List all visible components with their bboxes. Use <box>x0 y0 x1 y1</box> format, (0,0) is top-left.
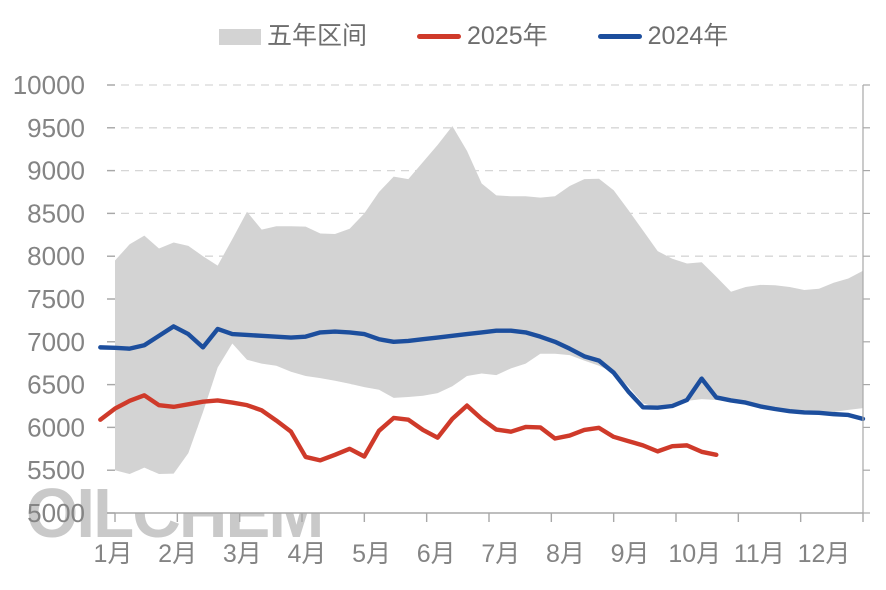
y-tick-label-5500: 5500 <box>27 455 85 485</box>
x-tick-label-8: 8月 <box>546 540 585 568</box>
line-2024 <box>98 324 866 422</box>
band-underlay <box>115 343 863 513</box>
y-tick-label-6000: 6000 <box>27 412 85 442</box>
y-tick-label-10000: 10000 <box>13 70 85 100</box>
legend-item-2024: 2024年 <box>597 22 729 50</box>
legend-label-2024: 2024年 <box>647 22 729 50</box>
legend-item-five-year-range: 五年区间 <box>219 24 367 49</box>
line-2025 <box>98 393 719 463</box>
x-tick-label-7: 7月 <box>481 540 520 568</box>
x-tick-label-5: 5月 <box>352 540 391 568</box>
x-tick-label-2: 2月 <box>158 540 197 568</box>
x-tick-label-4: 4月 <box>287 540 326 568</box>
five-year-range-band <box>115 126 863 475</box>
x-tick-label-9: 9月 <box>611 540 650 568</box>
y-tick-label-8500: 8500 <box>27 198 85 228</box>
y-tick-label-7500: 7500 <box>27 284 85 314</box>
legend-label-2025: 2025年 <box>467 22 548 50</box>
y-tick-label-6500: 6500 <box>27 370 85 400</box>
x-tick-label-10: 10月 <box>668 540 721 568</box>
legend-item-2025: 2025年 <box>417 24 548 49</box>
x-tick-label-11: 11月 <box>734 540 785 568</box>
y-tick-label-5000: 5000 <box>27 498 85 528</box>
y-tick-label-9500: 9500 <box>27 113 85 143</box>
x-tick-label-12: 12月 <box>798 540 851 568</box>
y-tick-label-7000: 7000 <box>27 327 85 357</box>
y-tick-label-8000: 8000 <box>27 241 85 271</box>
series-2024-swatch <box>597 34 642 39</box>
legend-label-five-year-range: 五年区间 <box>267 22 368 50</box>
y-tick-label-9000: 9000 <box>27 156 85 186</box>
series-2025-swatch <box>417 34 462 39</box>
x-tick-label-3: 3月 <box>223 540 262 568</box>
x-tick-label-1: 1月 <box>94 540 133 568</box>
x-tick-label-6: 6月 <box>417 540 456 568</box>
five-year-range-swatch <box>219 28 261 45</box>
legend: 五年区间 2025年 2024年 <box>219 24 728 49</box>
